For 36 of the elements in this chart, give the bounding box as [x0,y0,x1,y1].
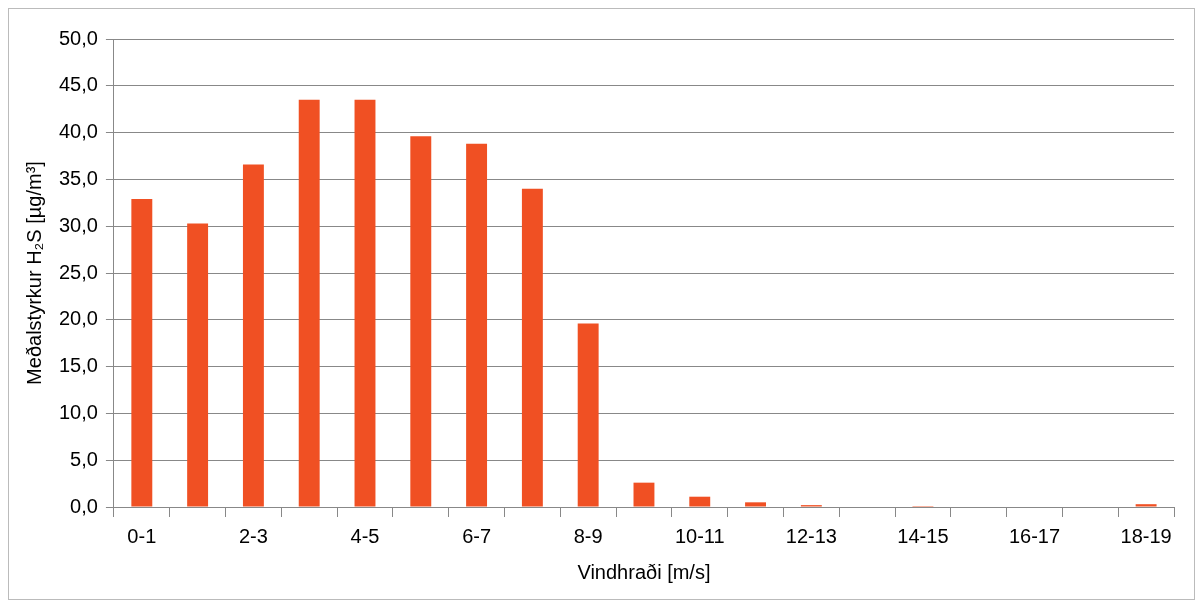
bar [577,323,599,507]
bar [521,188,543,507]
bar [187,223,209,507]
y-tick-label: 25,0 [58,260,98,283]
x-tick-label: 4-5 [350,524,380,547]
x-tick-label: 18-19 [1120,524,1172,547]
x-tick-label: 16-17 [1008,524,1061,547]
bar [131,199,153,507]
x-tick-label: 14-15 [897,524,949,547]
bar [745,502,767,507]
x-tick-label: 6-7 [462,524,492,547]
bar [689,496,711,507]
x-tick-label: 0-1 [127,524,157,547]
y-tick-label: 35,0 [58,166,98,189]
y-tick-label: 0,0 [70,494,98,517]
y-tick-label: 15,0 [58,354,98,377]
y-tick-label: 20,0 [58,307,98,330]
bar [410,136,432,507]
y-tick-label: 5,0 [70,447,98,470]
bar [1135,504,1157,507]
x-tick-label: 12-13 [785,524,837,547]
x-tick-label: 10-11 [674,524,725,547]
bar [354,99,376,507]
y-tick-label: 40,0 [58,120,98,143]
y-tick-label: 50,0 [58,26,98,49]
y-tick-label: 30,0 [58,213,98,236]
bar [466,143,488,507]
y-tick-label: 45,0 [58,73,98,96]
x-tick-label: 2-3 [238,524,268,547]
x-axis-title: Vindhraði [m/s] [577,560,711,583]
bar [242,164,264,507]
x-tick-label: 8-9 [573,524,603,547]
y-tick-label: 10,0 [58,400,98,423]
y-axis-title: Meðalstyrkur H₂S [µg/m³] [22,161,45,385]
bar [633,482,655,507]
bar [298,99,320,507]
